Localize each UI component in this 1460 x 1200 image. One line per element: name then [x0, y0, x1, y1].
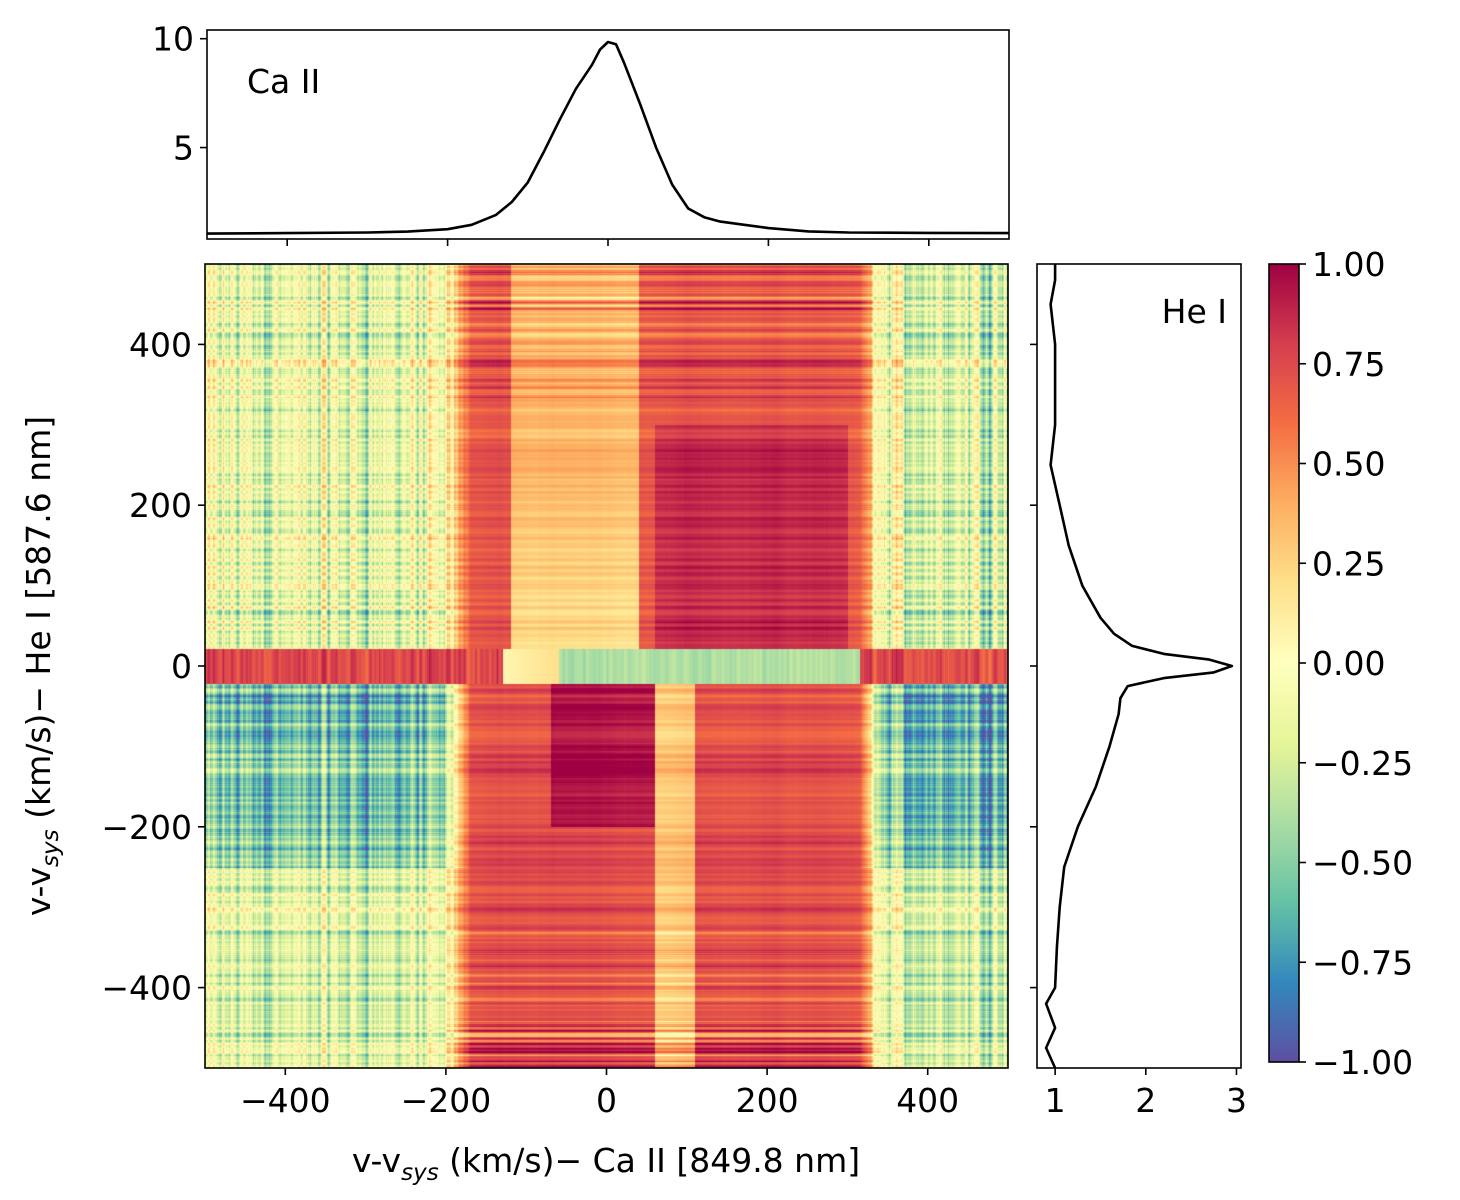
colorbar-tick-label: −1.00 — [1312, 1043, 1413, 1082]
x-axis-label-subscript: sys — [401, 1160, 439, 1186]
colorbar-gradient — [1268, 263, 1300, 1063]
x-tick-label: 0 — [596, 1081, 617, 1120]
y-tick-label: 200 — [129, 486, 192, 525]
colorbar-tick-label: 0.00 — [1312, 644, 1385, 683]
x-tick-label: −400 — [240, 1081, 331, 1120]
ca-ii-annotation: Ca II — [247, 62, 320, 101]
x-tick-label: 400 — [896, 1081, 959, 1120]
right-x-tick-label: 3 — [1226, 1081, 1247, 1120]
x-axis-label-suffix: (km/s)− Ca II [849.8 nm] — [439, 1141, 860, 1180]
correlation-heatmap — [205, 264, 1008, 1068]
y-tick-label: 400 — [129, 325, 192, 364]
top-profile-frame — [206, 29, 1010, 240]
y-tick-label: −400 — [101, 969, 192, 1008]
x-tick-label: 200 — [736, 1081, 799, 1120]
right-x-tick-label: 1 — [1045, 1081, 1066, 1120]
y-axis-label-prefix: v-v — [19, 867, 58, 916]
x-tick-label: −200 — [401, 1081, 492, 1120]
colorbar-tick-label: −0.75 — [1312, 943, 1413, 982]
y-axis-label-subscript: sys — [38, 829, 64, 867]
colorbar-tick-label: −0.25 — [1312, 744, 1413, 783]
top-y-tick-label: 5 — [173, 129, 194, 168]
colorbar-tick-label: 1.00 — [1312, 245, 1385, 284]
y-tick-label: −200 — [101, 808, 192, 847]
ca-ii-profile-line — [206, 40, 1010, 235]
colorbar-tick-label: 0.75 — [1312, 345, 1385, 384]
he-i-annotation: He I — [1162, 292, 1227, 331]
y-tick-label: 0 — [171, 647, 192, 686]
he-i-profile-line — [1044, 264, 1234, 1069]
colorbar-tick-label: 0.50 — [1312, 445, 1385, 484]
top-profile-panel: 5 10 Ca II — [152, 20, 1010, 246]
top-y-tick-label: 10 — [152, 20, 194, 59]
x-axis-label: v-vsys (km/s)− Ca II [849.8 nm] — [352, 1141, 860, 1186]
colorbar-tick-label: 0.25 — [1312, 544, 1385, 583]
right-profile-panel: 1 2 3 He I — [1030, 263, 1247, 1120]
y-axis-label-suffix: (km/s)− He I [587.6 nm] — [19, 416, 58, 830]
y-axis-label: v-vsys (km/s)− He I [587.6 nm] — [19, 416, 64, 916]
right-x-tick-label: 2 — [1135, 1081, 1156, 1120]
x-axis-label-prefix: v-v — [352, 1141, 401, 1180]
colorbar-tick-label: −0.50 — [1312, 844, 1413, 883]
right-profile-frame — [1036, 263, 1242, 1069]
colorbar: 1.00 0.75 0.50 0.25 0.00 −0.25 −0.50 −0.75 −1.00 — [1268, 245, 1413, 1082]
